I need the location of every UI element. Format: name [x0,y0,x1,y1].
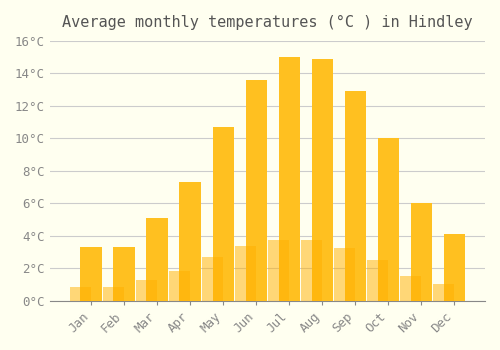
Bar [301,240,322,301]
Bar [334,248,355,301]
Bar [202,257,223,301]
Bar [278,57,300,301]
Bar [235,246,256,301]
Bar [80,247,102,301]
Bar [246,80,267,301]
Bar [400,276,421,301]
Bar [378,138,399,301]
Bar [344,91,366,301]
Bar [70,287,91,301]
Bar [268,240,289,301]
Bar [136,280,157,301]
Bar [114,247,135,301]
Bar [367,260,388,301]
Bar [433,284,454,301]
Bar [168,271,190,301]
Bar [410,203,432,301]
Bar [102,287,124,301]
Bar [212,127,234,301]
Bar [180,182,201,301]
Bar [146,218,168,301]
Bar [444,234,465,301]
Title: Average monthly temperatures (°C ) in Hindley: Average monthly temperatures (°C ) in Hi… [62,15,472,30]
Bar [312,59,333,301]
